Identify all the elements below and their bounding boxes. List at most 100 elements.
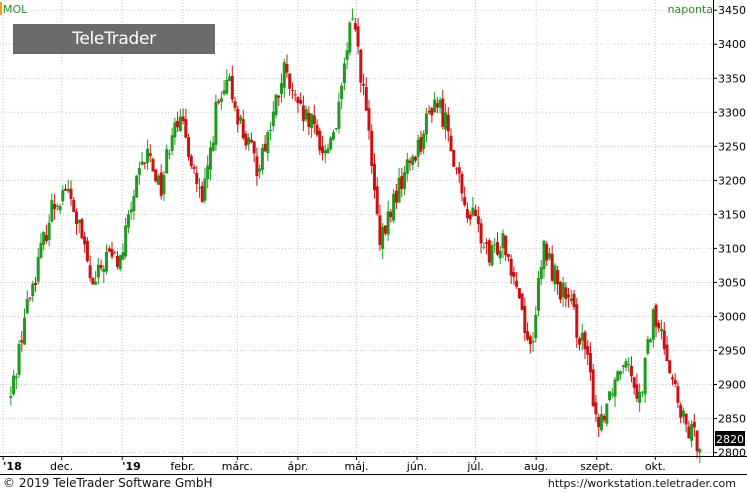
- candle: [312, 104, 316, 134]
- candle-body: [318, 130, 322, 151]
- candle: [632, 376, 636, 395]
- candle-body: [170, 135, 174, 152]
- candle: [629, 356, 633, 383]
- candle: [621, 364, 625, 374]
- candle-body: [310, 113, 314, 129]
- candle-body: [515, 280, 519, 287]
- candle-body: [394, 190, 398, 203]
- candle-body: [181, 116, 185, 122]
- candle-body: [657, 322, 661, 329]
- candle-body: [208, 147, 212, 170]
- candle: [649, 337, 653, 343]
- candle: [386, 200, 390, 242]
- candle-body: [12, 375, 16, 395]
- candle: [121, 243, 125, 260]
- candle: [9, 386, 13, 406]
- candle-body: [567, 294, 571, 298]
- candle-body: [321, 146, 325, 153]
- candle: [72, 197, 76, 213]
- candle-body: [690, 424, 694, 441]
- candle-body: [252, 141, 256, 154]
- candle: [692, 413, 696, 437]
- candle-body: [523, 306, 527, 334]
- x-tick-label: aug.: [524, 460, 548, 473]
- candle: [31, 280, 35, 302]
- candle-body: [471, 207, 475, 216]
- candle: [301, 95, 305, 132]
- y-tick-label: 3350: [718, 72, 746, 85]
- source-url[interactable]: https://workstation.teletrader.com: [547, 477, 736, 490]
- candle-body: [602, 415, 606, 421]
- candle-body: [69, 188, 73, 200]
- candle: [657, 319, 661, 333]
- candle-body: [649, 339, 653, 342]
- candle: [444, 103, 448, 140]
- x-tick-label: júl.: [466, 460, 484, 473]
- x-tick-label: okt.: [645, 460, 666, 473]
- symbol-marker: [0, 2, 2, 15]
- candle-body: [39, 242, 43, 258]
- candle-body: [17, 343, 21, 375]
- candle-body: [277, 95, 281, 98]
- candle-body: [413, 156, 417, 161]
- candle: [159, 164, 163, 200]
- candle-body: [520, 293, 524, 310]
- candle-body: [569, 298, 573, 301]
- candle: [345, 42, 349, 70]
- candle-body: [572, 293, 576, 307]
- candle-body: [378, 215, 382, 246]
- candle: [66, 179, 70, 194]
- candle: [474, 204, 478, 217]
- candle: [274, 94, 278, 119]
- candle: [50, 193, 54, 223]
- candle: [53, 194, 57, 220]
- candle-body: [55, 205, 59, 207]
- symbol-label[interactable]: MOL: [3, 3, 28, 16]
- candle-body: [50, 200, 54, 222]
- candle-body: [528, 336, 532, 345]
- candle-body: [167, 153, 171, 155]
- candle: [665, 336, 669, 362]
- candle-body: [684, 413, 688, 425]
- candle-body: [359, 49, 363, 83]
- candle-body: [651, 309, 655, 340]
- candle: [673, 373, 677, 388]
- candle-body: [132, 196, 136, 212]
- candle-body: [282, 62, 286, 88]
- candle: [490, 241, 494, 267]
- candle: [405, 152, 409, 182]
- candle: [260, 144, 264, 175]
- candle: [342, 57, 346, 91]
- candle-body: [383, 225, 387, 234]
- x-tick-label: máj.: [344, 460, 368, 473]
- candle: [479, 218, 483, 254]
- candle: [132, 189, 136, 220]
- candle-body: [53, 204, 57, 210]
- candle: [271, 101, 275, 132]
- candle-body: [547, 253, 551, 259]
- candle-body: [463, 197, 467, 206]
- candle-body: [640, 391, 644, 393]
- candle-body: [28, 297, 32, 299]
- candle: [378, 204, 382, 252]
- candle-body: [94, 281, 98, 285]
- candle: [670, 374, 674, 386]
- candle-body: [408, 160, 412, 163]
- candle: [77, 218, 81, 234]
- candle: [627, 357, 631, 373]
- candle-body: [203, 178, 207, 201]
- candle: [113, 250, 117, 254]
- candle-body: [113, 252, 117, 254]
- candle-body: [118, 255, 122, 270]
- candle-body: [280, 83, 284, 95]
- candle: [687, 420, 691, 439]
- candle: [359, 48, 363, 93]
- candle-body: [676, 386, 680, 403]
- candle: [241, 109, 245, 141]
- candle-body: [632, 377, 636, 388]
- candle: [662, 322, 666, 355]
- interval-label[interactable]: naponta: [667, 3, 713, 16]
- candle: [105, 244, 109, 275]
- candle-body: [301, 105, 305, 122]
